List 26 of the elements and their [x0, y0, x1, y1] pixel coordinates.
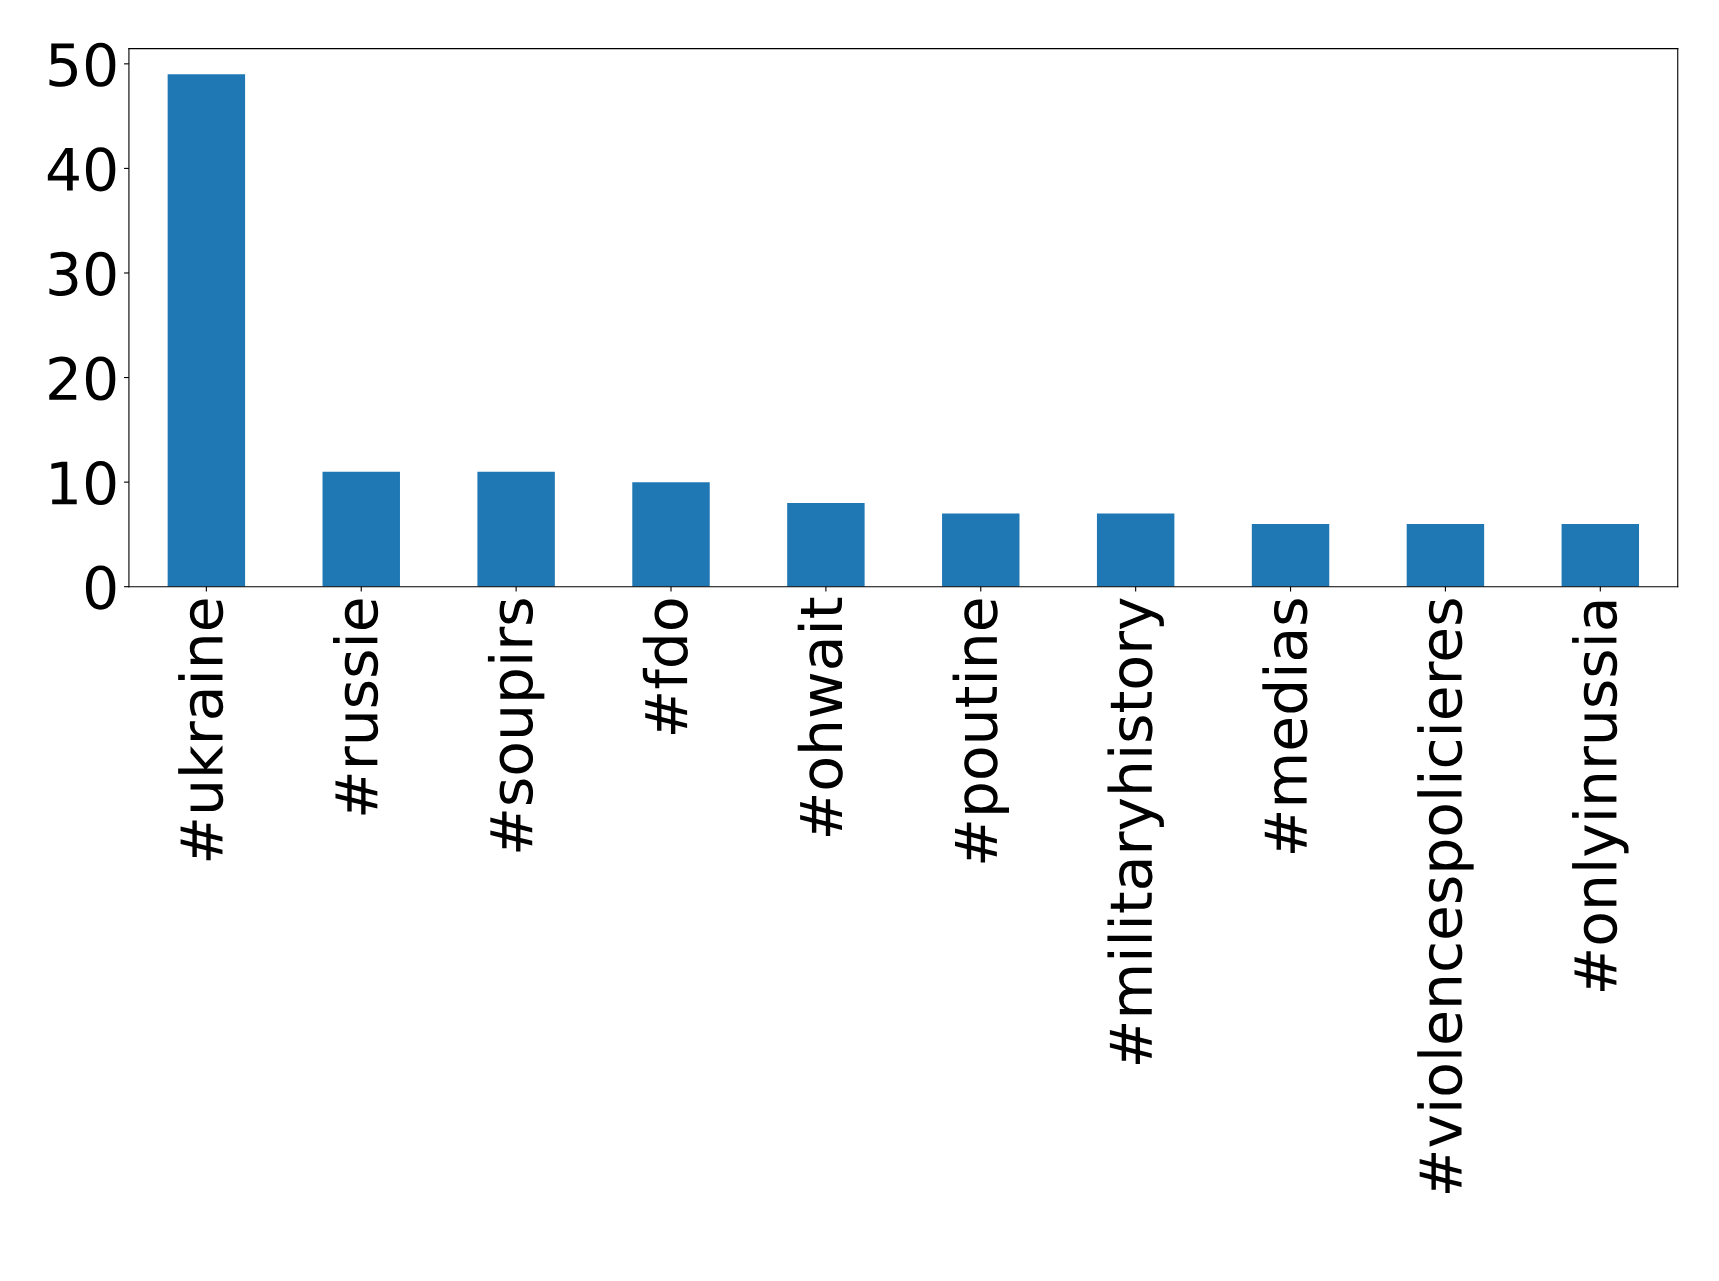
bar: [477, 471, 555, 587]
bar: [942, 513, 1020, 587]
y-tick-label: 50: [49, 42, 116, 87]
y-tick-label: 20: [49, 356, 116, 401]
x-tick-label: #poutine: [952, 599, 1009, 863]
x-tick-label: #violencespolicieres: [1417, 599, 1474, 1193]
x-tick-label: #medias: [1262, 599, 1308, 853]
bar: [1406, 523, 1485, 587]
y-tick-label: 0: [85, 565, 116, 610]
y-tick-label: 40: [47, 147, 116, 192]
x-tick-label: #militaryhistory: [1107, 598, 1164, 1064]
bar: [787, 503, 865, 587]
bar: [1251, 523, 1330, 587]
x-tick-label: #russie: [333, 599, 379, 815]
bar: [632, 482, 710, 587]
bar: [1096, 513, 1175, 587]
bar: [322, 471, 400, 587]
x-tick-label: #onlyinrussia: [1572, 601, 1629, 992]
bar: [167, 74, 246, 587]
y-tick-label: 30: [49, 251, 116, 296]
y-tick-label: 10: [51, 460, 116, 506]
x-tick-label: #soupirs: [487, 599, 545, 852]
bar: [1561, 523, 1640, 587]
x-tick-label: #ukraine: [178, 599, 224, 861]
x-tick-label: #ohwait: [797, 597, 843, 836]
x-tick-label: #fdo: [642, 599, 688, 735]
